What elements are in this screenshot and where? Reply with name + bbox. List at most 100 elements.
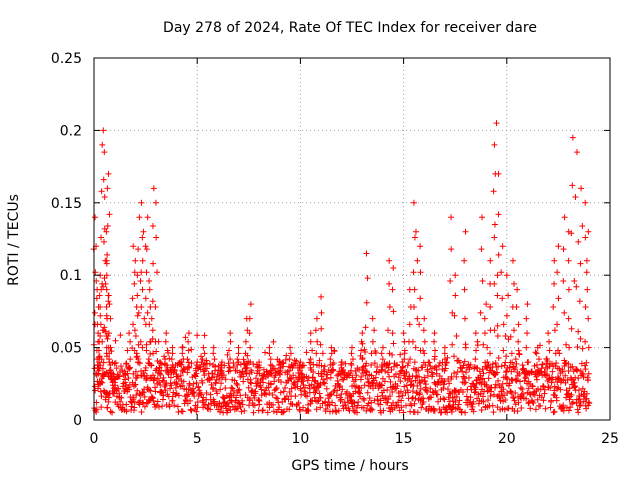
data-point bbox=[277, 389, 284, 396]
data-point bbox=[96, 359, 103, 366]
data-point bbox=[106, 356, 113, 363]
data-point bbox=[321, 368, 328, 375]
data-point bbox=[386, 304, 393, 311]
data-point bbox=[371, 327, 378, 334]
data-point bbox=[347, 392, 354, 399]
data-point bbox=[187, 406, 194, 413]
data-point bbox=[384, 399, 391, 406]
data-point bbox=[377, 397, 384, 404]
data-point bbox=[564, 377, 571, 384]
data-point bbox=[319, 350, 326, 357]
data-point bbox=[143, 341, 150, 348]
data-point bbox=[244, 361, 251, 368]
data-point bbox=[162, 356, 169, 363]
data-point bbox=[480, 398, 487, 405]
data-point bbox=[129, 399, 136, 406]
data-point bbox=[551, 408, 558, 415]
data-point bbox=[210, 384, 217, 391]
y-tick-label: 0 bbox=[73, 413, 82, 429]
data-point bbox=[225, 368, 232, 375]
data-point bbox=[97, 312, 104, 319]
data-point bbox=[338, 396, 345, 403]
data-point bbox=[387, 378, 394, 385]
data-point bbox=[162, 338, 169, 345]
data-point bbox=[509, 359, 516, 366]
data-point bbox=[164, 347, 171, 354]
data-point bbox=[410, 304, 417, 311]
data-point bbox=[576, 298, 583, 305]
data-point bbox=[316, 357, 323, 364]
data-point bbox=[218, 361, 225, 368]
data-point bbox=[309, 374, 316, 381]
data-point bbox=[106, 367, 113, 374]
data-point bbox=[188, 346, 195, 353]
data-point bbox=[561, 309, 568, 316]
data-point bbox=[381, 378, 388, 385]
data-point bbox=[186, 382, 193, 389]
data-point bbox=[412, 377, 419, 384]
data-point bbox=[484, 344, 491, 351]
data-point bbox=[274, 395, 281, 402]
data-point bbox=[452, 272, 459, 279]
data-point bbox=[582, 338, 589, 345]
data-point bbox=[104, 185, 111, 192]
data-point bbox=[533, 350, 540, 357]
data-point bbox=[380, 407, 387, 414]
data-point bbox=[309, 347, 316, 354]
data-point bbox=[543, 356, 550, 363]
data-point bbox=[389, 286, 396, 293]
data-point bbox=[327, 374, 334, 381]
data-point bbox=[98, 234, 105, 241]
data-point bbox=[583, 359, 590, 366]
data-point bbox=[218, 370, 225, 377]
data-point bbox=[304, 377, 311, 384]
data-point bbox=[178, 361, 185, 368]
data-point bbox=[127, 356, 134, 363]
data-point bbox=[582, 199, 589, 206]
data-point bbox=[100, 127, 107, 134]
data-point bbox=[307, 356, 314, 363]
data-point bbox=[275, 399, 282, 406]
data-point bbox=[307, 364, 314, 371]
data-point bbox=[470, 408, 477, 415]
data-point bbox=[97, 333, 104, 340]
data-point bbox=[565, 361, 572, 368]
data-point bbox=[256, 370, 263, 377]
data-point bbox=[424, 372, 431, 379]
data-point bbox=[466, 364, 473, 371]
data-point bbox=[339, 402, 346, 409]
data-point bbox=[201, 332, 208, 339]
data-point bbox=[298, 370, 305, 377]
data-point bbox=[480, 393, 487, 400]
data-point bbox=[207, 391, 214, 398]
data-point bbox=[247, 376, 254, 383]
data-point bbox=[129, 295, 136, 302]
data-point bbox=[126, 364, 133, 371]
data-point bbox=[271, 365, 278, 372]
data-point bbox=[368, 350, 375, 357]
data-point bbox=[155, 367, 162, 374]
data-point bbox=[560, 246, 567, 253]
data-point bbox=[299, 378, 306, 385]
data-point bbox=[462, 344, 469, 351]
data-point bbox=[555, 243, 562, 250]
data-point bbox=[304, 393, 311, 400]
data-point bbox=[224, 407, 231, 414]
data-point bbox=[192, 367, 199, 374]
data-point bbox=[504, 375, 511, 382]
data-point bbox=[308, 398, 315, 405]
data-point bbox=[288, 361, 295, 368]
data-point bbox=[422, 361, 429, 368]
data-point bbox=[479, 277, 486, 284]
data-point bbox=[313, 361, 320, 368]
data-point bbox=[296, 364, 303, 371]
data-point bbox=[294, 383, 301, 390]
data-point bbox=[413, 367, 420, 374]
data-point bbox=[295, 400, 302, 407]
data-point bbox=[524, 301, 531, 308]
data-point bbox=[369, 338, 376, 345]
data-point bbox=[406, 321, 413, 328]
data-point bbox=[312, 327, 319, 334]
data-point bbox=[371, 360, 378, 367]
data-point bbox=[290, 380, 297, 387]
